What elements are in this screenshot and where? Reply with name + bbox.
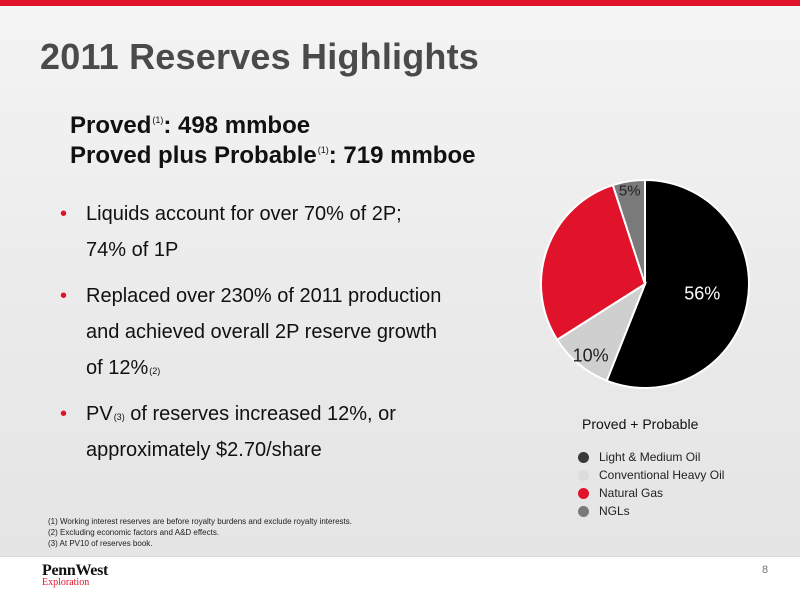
proved-probable-label: Proved plus Probable xyxy=(70,142,317,169)
footnote-ref: (2) xyxy=(149,366,161,376)
legend-label: NGLs xyxy=(599,504,630,518)
footnotes: (1) Working interest reserves are before… xyxy=(48,516,352,549)
pie-slice-natural-gas xyxy=(540,183,647,342)
bullet-text: PV(3) of reserves increased 12%, or appr… xyxy=(86,396,506,468)
pie-slice-ngls xyxy=(611,178,646,285)
bullet-line-text: of reserves increased 12%, or xyxy=(124,403,396,425)
bullet-line: PV(3) of reserves increased 12%, or xyxy=(86,396,506,432)
footer-bar xyxy=(0,556,800,601)
bullet-line: 74% of 1P xyxy=(86,239,179,261)
proved-headline: Proved(1): 498 mmboe xyxy=(70,112,310,140)
bullet-marker: • xyxy=(60,203,68,225)
bullet-text: Liquids account for over 70% of 2P; 74% … xyxy=(86,196,506,268)
legend-swatch xyxy=(578,506,589,517)
legend-label: Natural Gas xyxy=(599,486,664,500)
pie-chart-svg: 56% 10% 29% 5% xyxy=(540,178,750,389)
proved-probable-footnote-ref: (1) xyxy=(317,145,329,155)
pie-data-label: 10% xyxy=(573,345,609,365)
top-accent-bar xyxy=(0,0,800,6)
footnote-3: (3) At PV10 of reserves book. xyxy=(48,539,153,548)
legend-label: Conventional Heavy Oil xyxy=(599,468,725,482)
proved-probable-value: : 719 mmboe xyxy=(328,142,476,169)
company-logo: PennWest Exploration xyxy=(42,562,108,588)
legend-swatch xyxy=(578,470,589,481)
reserves-pie-chart: 56% 10% 29% 5% xyxy=(500,170,800,430)
footnote-1: (1) Working interest reserves are before… xyxy=(48,517,352,526)
bullet-line: and achieved overall 2P reserve growth xyxy=(86,321,437,343)
bullet-line: approximately $2.70/share xyxy=(86,439,322,461)
logo-main-text: PennWest xyxy=(42,562,109,579)
legend-swatch xyxy=(578,452,589,463)
bullet-line: of 12%(2) xyxy=(86,350,506,386)
footnote-ref: (3) xyxy=(113,412,125,422)
bullet-line: Replaced over 230% of 2011 production xyxy=(86,285,442,307)
bullet-marker: • xyxy=(60,285,68,307)
legend-label: Light & Medium Oil xyxy=(599,450,701,464)
pie-data-label: 29% xyxy=(574,253,610,273)
proved-footnote-ref: (1) xyxy=(152,115,164,125)
pie-slice-light-medium-oil xyxy=(605,178,750,389)
footnote-2: (2) Excluding economic factors and A&D e… xyxy=(48,528,220,537)
legend-swatch xyxy=(578,488,589,499)
proved-label: Proved xyxy=(70,112,152,139)
bullet-marker: • xyxy=(60,403,68,425)
bullet-text: Replaced over 230% of 2011 production an… xyxy=(86,278,506,386)
proved-value: : 498 mmboe xyxy=(163,112,311,139)
bullet-line-text: of 12% xyxy=(86,357,149,379)
slide-title: 2011 Reserves Highlights xyxy=(40,36,480,77)
pie-data-label: 5% xyxy=(619,182,641,199)
bullet-line-pre: PV xyxy=(86,403,113,425)
page-number: 8 xyxy=(762,564,769,576)
pie-data-label: 56% xyxy=(684,284,720,304)
chart-title: Proved + Probable xyxy=(582,416,699,432)
proved-probable-headline: Proved plus Probable(1): 719 mmboe xyxy=(70,142,475,170)
logo-sub-text: Exploration xyxy=(42,577,90,588)
bullet-line: Liquids account for over 70% of 2P; xyxy=(86,203,402,225)
